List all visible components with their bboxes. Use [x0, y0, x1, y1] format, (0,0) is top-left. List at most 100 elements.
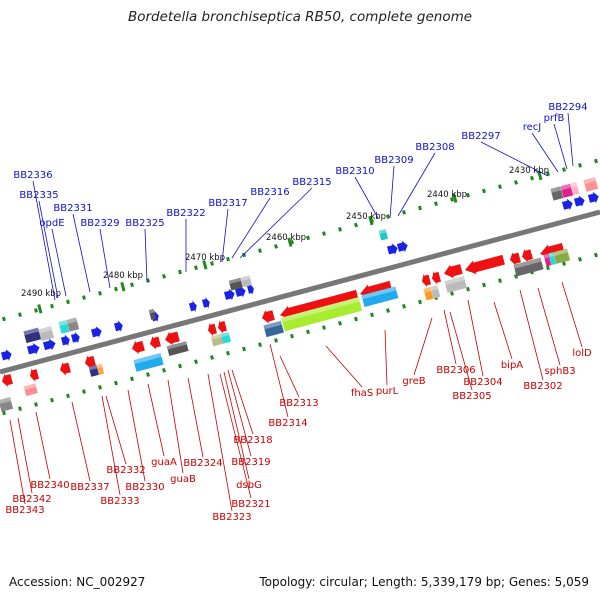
scale-ticks-upper — [2, 316, 6, 322]
forward-gene-arrow — [26, 343, 40, 355]
scale-ticks-lower — [498, 278, 502, 283]
scale-ticks-lower — [562, 261, 566, 266]
gene-label-leader — [480, 141, 549, 177]
feature-block — [548, 252, 557, 266]
gene-label-leader — [269, 343, 289, 418]
feature-block-shine — [66, 317, 78, 324]
scale-ticks-upper — [514, 180, 518, 185]
scale-ticks-lower — [546, 265, 550, 271]
reverse-gene-arrow — [280, 289, 359, 320]
scale-label: 2430 kbp — [509, 166, 549, 176]
scale-major-tick — [368, 215, 374, 226]
scale-ticks-lower-tick — [82, 389, 86, 394]
scale-ticks-upper — [210, 261, 214, 266]
gene-label-bottom: BB2321 — [231, 499, 270, 510]
gene-label-top: BB2335 — [19, 190, 58, 201]
feature-block — [444, 276, 467, 293]
scale-ticks-upper — [354, 222, 358, 228]
scale-ticks-lower — [466, 286, 470, 292]
reverse-gene-arrow — [522, 248, 533, 263]
gene-label-leader — [71, 401, 91, 482]
scale-ticks-lower — [338, 321, 342, 326]
gene-label-bottom: bipA — [501, 360, 523, 371]
feature-block — [23, 383, 38, 397]
scale-ticks-upper — [306, 235, 310, 241]
reverse-gene-arrow — [165, 331, 180, 346]
gene-label-bottom: BB2342 — [12, 494, 51, 505]
gene-label-top: BB2316 — [250, 187, 289, 198]
reverse-gene-arrow — [132, 340, 145, 355]
scale-ticks-lower-tick — [162, 367, 166, 373]
gene-label-leader — [279, 355, 300, 398]
forward-gene-arrow — [113, 320, 123, 332]
gene-label-leader — [101, 395, 121, 496]
gene-label-leader — [219, 373, 252, 499]
gene-label-bottom: BB2313 — [279, 398, 318, 409]
reverse-gene-arrow — [422, 273, 432, 288]
gene-label-leader — [325, 345, 363, 388]
forward-gene-arrow — [188, 300, 197, 313]
gene-label-leader — [384, 329, 388, 386]
feature-block-shine — [281, 297, 360, 323]
scale-ticks-upper — [546, 171, 550, 177]
gene-label-bottom: BB2319 — [231, 457, 270, 468]
feature-block — [543, 253, 552, 267]
gene-label-top: BB2309 — [374, 155, 413, 166]
gene-label-leader — [35, 411, 51, 480]
scale-major-tick — [368, 215, 374, 226]
gene-label-leader — [397, 152, 436, 217]
feature-block — [228, 277, 243, 291]
scale-label: 2480 kbp — [103, 271, 143, 281]
gene-label-leader — [231, 197, 271, 259]
forward-gene-arrow — [90, 326, 102, 338]
scale-ticks-upper-tick — [194, 265, 198, 271]
gene-label-leader — [167, 379, 184, 474]
feature-block-shine — [513, 257, 542, 269]
gene-label-leader — [537, 287, 561, 366]
gene-label-bottom: BB2302 — [523, 381, 562, 392]
feature-block — [543, 253, 552, 267]
gene-label-top: BB2317 — [208, 198, 247, 209]
gene-label-top: BB2331 — [53, 203, 92, 214]
feature-block — [378, 229, 389, 241]
feature-block — [148, 308, 157, 320]
reverse-gene-arrow — [2, 373, 13, 388]
feature-block — [553, 248, 571, 264]
reverse-gene-arrow — [465, 254, 505, 275]
feature-block — [513, 257, 544, 277]
scale-ticks-lower — [226, 350, 230, 356]
scale-ticks-upper — [530, 175, 534, 181]
forward-gene-arrow — [42, 338, 56, 351]
feature-block — [550, 186, 564, 201]
forward-gene-arrow — [396, 240, 408, 253]
scale-ticks-lower — [178, 363, 182, 369]
feature-block — [88, 365, 100, 377]
feature-block — [166, 341, 189, 357]
scale-ticks-upper — [194, 265, 198, 271]
reverse-gene-arrow — [150, 336, 161, 350]
scale-ticks-upper-tick — [130, 282, 134, 288]
gene-label-leader — [561, 281, 583, 348]
feature-block — [378, 229, 389, 241]
feature-block-shine — [133, 352, 162, 365]
gene-label-leader — [354, 176, 379, 219]
forward-gene-arrow — [113, 320, 123, 332]
feature-block — [220, 331, 232, 344]
feature-block-shine — [228, 277, 242, 285]
gene-label-leader — [221, 208, 229, 263]
reverse-gene-arrow — [218, 320, 228, 334]
scale-ticks-upper-tick — [98, 291, 102, 296]
feature-block — [133, 352, 164, 372]
gene-label-top: BB2294 — [548, 102, 587, 113]
scale-ticks-upper-tick — [50, 303, 54, 309]
gene-label-bottom: BB2340 — [30, 480, 69, 491]
feature-block-shine — [210, 333, 224, 340]
gene-label-leader — [127, 389, 146, 482]
scale-ticks-upper-tick — [498, 184, 502, 189]
scale-ticks-lower-tick — [306, 329, 310, 335]
feature-block — [281, 297, 363, 332]
forward-gene-arrow — [587, 191, 599, 204]
scale-ticks-upper — [434, 201, 438, 207]
reverse-gene-arrow — [30, 368, 40, 382]
